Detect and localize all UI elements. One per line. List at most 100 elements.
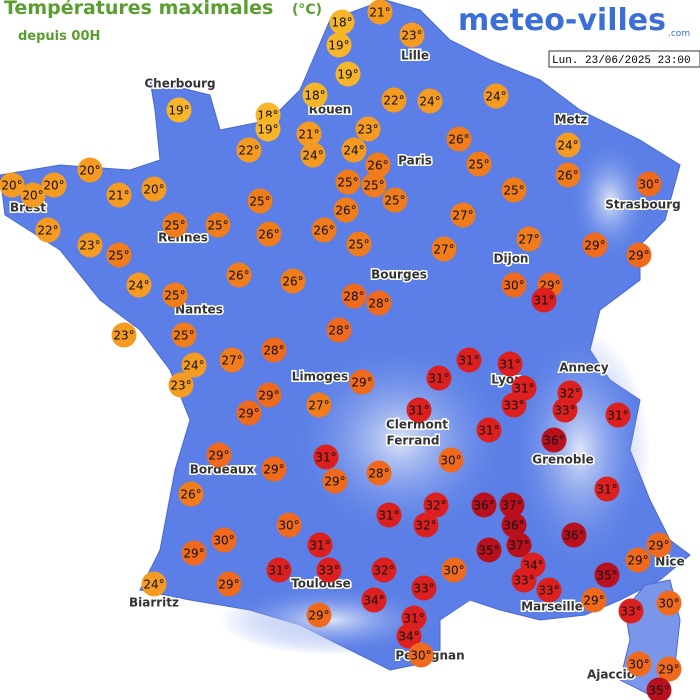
marker-dot [438, 447, 464, 473]
marker-label: 30° [410, 649, 431, 663]
marker-label: 27° [221, 354, 242, 368]
marker-label: 25° [503, 184, 524, 198]
marker-dot [106, 182, 132, 208]
marker-label: 21° [369, 6, 390, 20]
temperature-marker: 19° [335, 61, 361, 87]
temperature-marker: 27° [516, 226, 542, 252]
temperature-marker: 31° [426, 365, 452, 391]
marker-label: 26° [448, 133, 469, 147]
temperature-marker: 19° [255, 116, 281, 142]
temperature-marker: 27° [431, 236, 457, 262]
marker-dot [302, 82, 328, 108]
temperature-marker: 19° [326, 32, 352, 58]
temperature-marker: 29° [646, 532, 672, 558]
marker-label: 29° [308, 609, 329, 623]
temperature-marker: 31° [497, 351, 523, 377]
temperature-marker: 26° [365, 152, 391, 178]
marker-dot [311, 217, 337, 243]
temperature-marker: 35° [646, 677, 672, 700]
marker-label: 33° [318, 564, 339, 578]
marker-dot [219, 347, 245, 373]
marker-label: 30° [638, 178, 659, 192]
temperature-marker: 30° [501, 272, 527, 298]
marker-label: 23° [170, 379, 191, 393]
temperature-marker: 26° [555, 162, 581, 188]
marker-label: 22° [238, 144, 259, 158]
marker-label: 25° [468, 158, 489, 172]
city-label: Bourges [371, 268, 427, 282]
marker-label: 29° [324, 475, 345, 489]
temperature-marker: 33° [501, 392, 527, 418]
marker-label: 31° [607, 409, 628, 423]
marker-label: 25° [337, 176, 358, 190]
temperature-marker: 36° [541, 427, 567, 453]
marker-label: 31° [403, 612, 424, 626]
temperature-marker: 25° [361, 172, 387, 198]
temperature-marker: 29° [236, 400, 262, 426]
temperature-marker: 31° [531, 287, 557, 313]
temperature-marker: 22° [236, 137, 262, 163]
marker-dot [382, 187, 408, 213]
temperature-marker: 29° [626, 242, 652, 268]
city-label: Annecy [559, 361, 609, 375]
city-label: Metz [555, 113, 588, 127]
marker-dot [441, 557, 467, 583]
marker-dot [236, 137, 262, 163]
marker-label: 24° [557, 139, 578, 153]
temperature-marker: 24° [341, 137, 367, 163]
marker-dot [476, 537, 502, 563]
marker-dot [497, 351, 523, 377]
temperature-marker: 26° [333, 197, 359, 223]
marker-dot [316, 557, 342, 583]
marker-label: 25° [348, 238, 369, 252]
marker-dot [361, 172, 387, 198]
marker-dot [561, 522, 587, 548]
marker-label: 23° [357, 123, 378, 137]
marker-label: 22° [37, 224, 58, 238]
marker-label: 20° [143, 183, 164, 197]
marker-label: 30° [278, 519, 299, 533]
marker-dot [111, 322, 137, 348]
marker-label: 25° [384, 194, 405, 208]
temperature-marker: 23° [399, 22, 425, 48]
marker-label: 29° [258, 389, 279, 403]
temperature-marker: 29° [216, 571, 242, 597]
marker-dot [450, 202, 476, 228]
marker-dot [431, 236, 457, 262]
temperature-marker: 25° [501, 177, 527, 203]
marker-label: 29° [584, 239, 605, 253]
marker-label: 29° [627, 554, 648, 568]
marker-dot [181, 540, 207, 566]
temperature-marker: 22° [381, 87, 407, 113]
marker-label: 26° [313, 224, 334, 238]
marker-dot [476, 417, 502, 443]
marker-label: 27° [308, 399, 329, 413]
marker-dot [594, 476, 620, 502]
temperature-marker: 29° [322, 468, 348, 494]
marker-label: 29° [183, 547, 204, 561]
marker-dot [581, 587, 607, 613]
temperature-marker: 21° [106, 182, 132, 208]
marker-label: 29° [648, 539, 669, 553]
marker-dot [41, 172, 67, 198]
marker-label: 22° [383, 94, 404, 108]
marker-label: 33° [554, 404, 575, 418]
marker-dot [322, 468, 348, 494]
temperature-marker: 32° [423, 492, 449, 518]
temperature-marker: 25° [247, 188, 273, 214]
marker-label: 26° [282, 275, 303, 289]
temperature-marker: 25° [382, 187, 408, 213]
marker-dot [541, 427, 567, 453]
marker-label: 23° [401, 29, 422, 43]
marker-label: 28° [328, 324, 349, 338]
temperature-marker: 18° [302, 82, 328, 108]
temperature-marker: 31° [376, 502, 402, 528]
marker-dot [20, 182, 46, 208]
marker-dot [555, 162, 581, 188]
marker-dot [466, 151, 492, 177]
temperature-marker: 18° [329, 9, 355, 35]
temperature-marker: 29° [582, 232, 608, 258]
marker-dot [646, 677, 672, 700]
marker-dot [516, 226, 542, 252]
